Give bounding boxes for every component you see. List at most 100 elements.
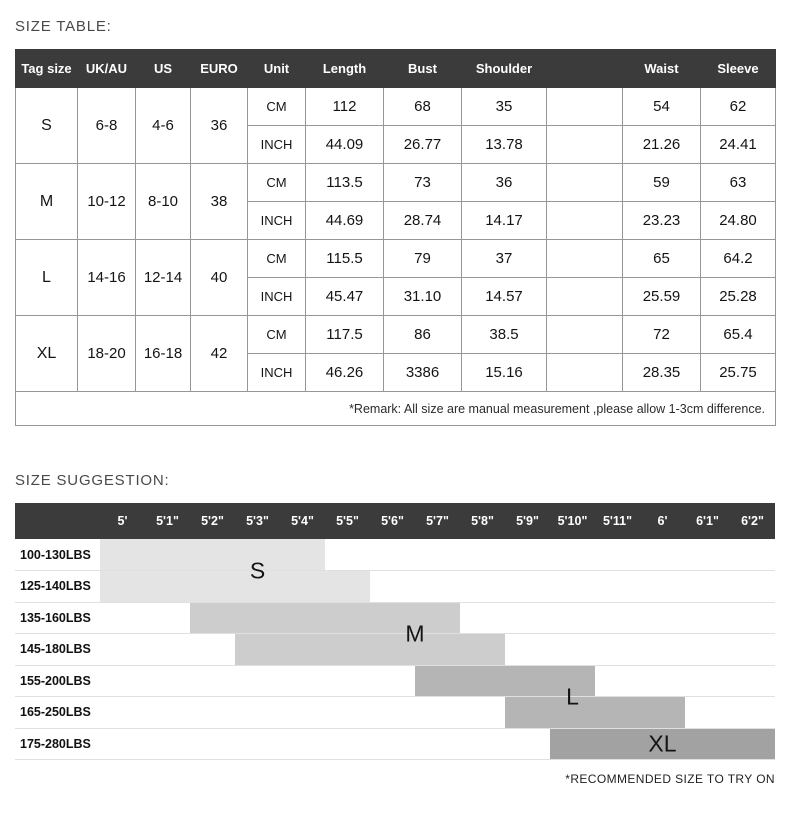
unit-inch-cell: INCH bbox=[247, 277, 306, 316]
suggestion-row: 135-160LBS bbox=[15, 602, 775, 634]
suggestion-grid-cell bbox=[235, 602, 280, 634]
size-value-cell: 38.5 bbox=[461, 315, 547, 354]
suggestion-grid-cell bbox=[325, 665, 370, 697]
suggestion-grid-cell bbox=[685, 602, 730, 634]
suggestion-grid-cell bbox=[415, 539, 460, 571]
size-value-cell: 25.59 bbox=[622, 277, 701, 316]
size-value-cell: 117.5 bbox=[305, 315, 384, 354]
size-table-header-cell: UK/AU bbox=[77, 49, 136, 88]
size-table-row: S 6-8 4-6 36 CM 112 68 35 54 62 bbox=[15, 87, 776, 164]
height-header-cell: 6' bbox=[640, 503, 685, 539]
weight-label-cell: 100-130LBS bbox=[15, 539, 100, 571]
size-value-cell: 65 bbox=[622, 239, 701, 278]
size-value-cell: 79 bbox=[383, 239, 462, 278]
suggestion-grid-cell bbox=[460, 665, 505, 697]
tag-size-cell: XL bbox=[15, 315, 78, 392]
size-value-cell: 25.28 bbox=[700, 277, 776, 316]
suggestion-grid-cell bbox=[370, 633, 415, 666]
suggestion-grid-cell bbox=[100, 696, 145, 729]
suggestion-corner-cell bbox=[15, 503, 100, 539]
suggestion-grid-cell bbox=[280, 539, 325, 571]
size-suggestion-table: 5' 5'1" 5'2" 5'3" 5'4" 5'5" 5'6" 5'7" 5'8" 5'9" 5'… bbox=[15, 503, 775, 760]
weight-label-cell: 145-180LBS bbox=[15, 633, 100, 666]
size-value-cell bbox=[546, 125, 623, 164]
weight-label-cell: 165-250LBS bbox=[15, 696, 100, 729]
size-region-label-s: S bbox=[249, 557, 266, 583]
size-suggestion-title: SIZE SUGGESTION: bbox=[15, 472, 170, 489]
size-table-header-cell: Sleeve bbox=[700, 49, 776, 88]
size-table-header-cell: Waist bbox=[622, 49, 701, 88]
suggestion-row: 145-180LBS bbox=[15, 633, 775, 666]
suggestion-grid-cell bbox=[415, 665, 460, 697]
suggestion-grid-cell bbox=[640, 570, 685, 603]
size-value-cell: 44.69 bbox=[305, 201, 384, 240]
ukau-cell: 18-20 bbox=[77, 315, 136, 392]
height-header-cell: 5' bbox=[100, 503, 145, 539]
suggestion-grid-cell bbox=[370, 665, 415, 697]
unit-inch-cell: INCH bbox=[247, 125, 306, 164]
suggestion-grid-cell bbox=[595, 602, 640, 634]
height-header-cell: 5'1" bbox=[145, 503, 190, 539]
suggestion-grid-cell bbox=[640, 539, 685, 571]
size-table-header-cell: Shoulder bbox=[461, 49, 547, 88]
suggestion-grid-cell bbox=[415, 602, 460, 634]
height-header-cell: 5'10" bbox=[550, 503, 595, 539]
size-value-cell: 62 bbox=[700, 87, 776, 126]
ukau-cell: 14-16 bbox=[77, 239, 136, 316]
size-value-cell: 24.80 bbox=[700, 201, 776, 240]
size-value-cell: 26.77 bbox=[383, 125, 462, 164]
size-value-cell: 15.16 bbox=[461, 353, 547, 392]
suggestion-grid-cell bbox=[145, 665, 190, 697]
size-value-cell: 25.75 bbox=[700, 353, 776, 392]
size-value-cell: 44.09 bbox=[305, 125, 384, 164]
suggestion-grid-cell bbox=[235, 696, 280, 729]
suggestion-grid-cell bbox=[235, 570, 280, 603]
size-value-cell: 65.4 bbox=[700, 315, 776, 354]
size-value-cell bbox=[546, 277, 623, 316]
us-cell: 16-18 bbox=[135, 315, 191, 392]
size-value-cell: 86 bbox=[383, 315, 462, 354]
suggestion-grid-cell bbox=[190, 570, 235, 603]
size-value-cell: 36 bbox=[461, 163, 547, 202]
size-value-cell: 37 bbox=[461, 239, 547, 278]
suggestion-grid-cell bbox=[235, 665, 280, 697]
size-suggestion-chart: 5' 5'1" 5'2" 5'3" 5'4" 5'5" 5'6" 5'7" 5'8" 5'9" 5'… bbox=[15, 503, 775, 760]
suggestion-grid-cell bbox=[595, 539, 640, 571]
suggestion-grid-cell bbox=[280, 633, 325, 666]
size-value-cell: 14.17 bbox=[461, 201, 547, 240]
size-table-header-cell: EURO bbox=[190, 49, 248, 88]
unit-cm-cell: CM bbox=[247, 315, 306, 354]
suggestion-grid-cell bbox=[280, 602, 325, 634]
suggestion-grid-cell bbox=[415, 570, 460, 603]
suggestion-grid-cell bbox=[235, 728, 280, 760]
size-region-label-l: L bbox=[566, 683, 579, 709]
suggestion-grid-cell bbox=[460, 728, 505, 760]
suggestion-grid-cell bbox=[730, 696, 775, 729]
size-value-cell bbox=[546, 315, 623, 354]
suggestion-grid-cell bbox=[505, 570, 550, 603]
suggestion-grid-cell bbox=[460, 539, 505, 571]
unit-cm-cell: CM bbox=[247, 239, 306, 278]
suggestion-grid-cell bbox=[595, 728, 640, 760]
suggestion-grid-cell bbox=[460, 633, 505, 666]
ukau-cell: 10-12 bbox=[77, 163, 136, 240]
height-header-cell: 5'5" bbox=[325, 503, 370, 539]
suggestion-grid-cell bbox=[145, 728, 190, 760]
suggestion-grid-cell bbox=[190, 539, 235, 571]
euro-cell: 42 bbox=[190, 315, 248, 392]
suggestion-grid-cell bbox=[370, 539, 415, 571]
suggestion-grid-cell bbox=[595, 665, 640, 697]
weight-label-cell: 125-140LBS bbox=[15, 570, 100, 603]
suggestion-grid-cell bbox=[685, 633, 730, 666]
height-header-cell: 5'9" bbox=[505, 503, 550, 539]
suggestion-grid-cell bbox=[685, 539, 730, 571]
size-table-title: SIZE TABLE: bbox=[15, 18, 112, 35]
size-region-label-m: M bbox=[405, 620, 425, 646]
suggestion-grid-cell bbox=[415, 633, 460, 666]
suggestion-header-row: 5' 5'1" 5'2" 5'3" 5'4" 5'5" 5'6" 5'7" 5'8" 5'9" 5'… bbox=[15, 503, 775, 539]
size-value-cell: 28.35 bbox=[622, 353, 701, 392]
suggestion-grid-cell bbox=[685, 665, 730, 697]
size-value-cell: 23.23 bbox=[622, 201, 701, 240]
size-value-cell: 54 bbox=[622, 87, 701, 126]
suggestion-grid-cell bbox=[640, 728, 685, 760]
